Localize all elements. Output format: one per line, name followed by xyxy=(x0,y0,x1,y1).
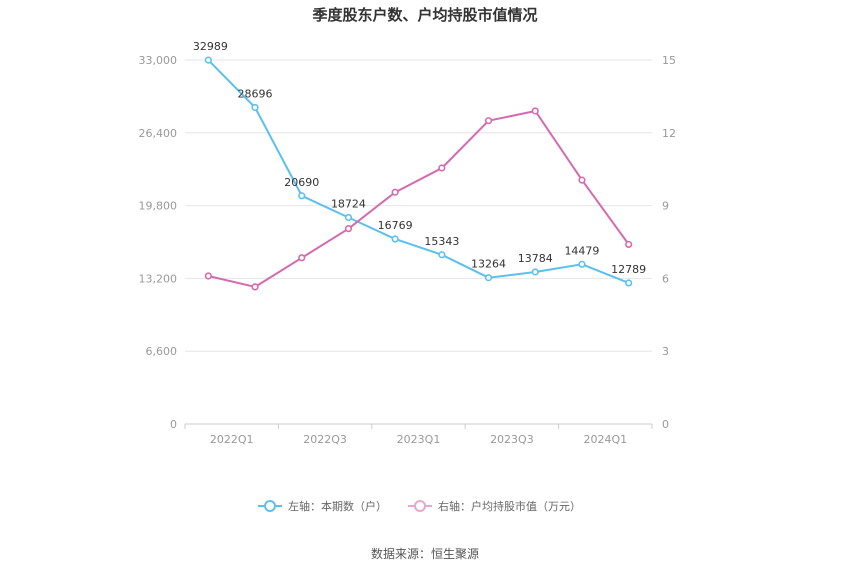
right-tick-label: 9 xyxy=(662,200,669,213)
data-point[interactable] xyxy=(344,225,353,233)
series-line xyxy=(207,59,630,284)
data-point[interactable] xyxy=(204,272,212,280)
data-point[interactable] xyxy=(391,188,399,196)
right-axis: 0 3 6 9 12 15 xyxy=(662,54,676,431)
legend-marker-market-value xyxy=(414,500,426,512)
data-label: 16769 xyxy=(378,219,413,232)
data-point[interactable] xyxy=(578,176,586,184)
left-tick-label: 6,600 xyxy=(146,345,178,358)
series-line xyxy=(208,109,630,288)
data-point[interactable] xyxy=(438,251,446,259)
left-tick-label: 19,800 xyxy=(139,200,178,213)
x-axis: 2022Q1 2022Q3 2023Q1 2023Q3 2024Q1 xyxy=(184,424,653,446)
data-source: 数据来源：恒生聚源 xyxy=(371,546,479,561)
legend-item-households[interactable]: 左轴：本期数（户） xyxy=(258,499,387,513)
data-label: 15343 xyxy=(424,235,459,248)
x-tick-label: 2023Q3 xyxy=(490,433,534,446)
data-point[interactable] xyxy=(204,56,212,64)
data-label: 32989 xyxy=(193,40,228,53)
data-point[interactable] xyxy=(438,164,446,172)
x-tick-label: 2022Q3 xyxy=(303,433,347,446)
series-market-value xyxy=(204,107,633,291)
left-axis: 0 6,600 13,200 19,800 26,400 33,000 xyxy=(139,54,178,431)
data-label: 12789 xyxy=(611,263,646,276)
data-point[interactable] xyxy=(251,283,259,291)
data-label: 28696 xyxy=(238,87,273,100)
data-label: 14479 xyxy=(564,244,599,257)
x-tick-label: 2024Q1 xyxy=(583,433,627,446)
legend-label-households: 左轴：本期数（户） xyxy=(288,499,387,513)
data-point[interactable] xyxy=(625,279,633,287)
left-tick-label: 13,200 xyxy=(139,272,178,285)
right-tick-label: 15 xyxy=(662,54,676,67)
data-label: 13784 xyxy=(518,252,553,265)
right-tick-label: 12 xyxy=(662,127,676,140)
chart-title: 季度股东户数、户均持股市值情况 xyxy=(312,6,537,24)
x-tick-label: 2022Q1 xyxy=(210,433,254,446)
series-households: 32989 28696 20690 18724 16769 15343 13264 13784… xyxy=(193,40,646,287)
left-tick-label: 33,000 xyxy=(139,54,178,67)
legend-item-market-value[interactable]: 右轴：户均持股市值（万元） xyxy=(408,499,581,513)
left-tick-label: 26,400 xyxy=(139,127,178,140)
data-point[interactable] xyxy=(298,192,306,200)
legend: 左轴：本期数（户） 右轴：户均持股市值（万元） xyxy=(258,499,581,513)
data-point[interactable] xyxy=(484,274,493,282)
data-point[interactable] xyxy=(298,254,306,262)
left-tick-label: 0 xyxy=(170,418,177,431)
right-tick-label: 0 xyxy=(662,418,669,431)
data-point[interactable] xyxy=(531,107,539,115)
data-point[interactable] xyxy=(251,103,259,112)
data-point[interactable] xyxy=(578,260,586,268)
grid-lines xyxy=(185,59,652,425)
data-point[interactable] xyxy=(625,240,633,249)
right-tick-label: 6 xyxy=(662,272,669,285)
data-point[interactable] xyxy=(484,117,493,125)
data-point[interactable] xyxy=(531,268,539,276)
data-point[interactable] xyxy=(391,235,399,243)
legend-marker-households xyxy=(264,500,276,512)
data-point[interactable] xyxy=(344,213,353,222)
right-tick-label: 3 xyxy=(662,345,669,358)
data-label: 20690 xyxy=(284,176,319,189)
series-layer: 32989 28696 20690 18724 16769 15343 13264 13784… xyxy=(193,40,646,291)
data-label: 13264 xyxy=(471,258,506,271)
x-tick-label: 2023Q1 xyxy=(397,433,441,446)
legend-label-market-value: 右轴：户均持股市值（万元） xyxy=(438,499,581,513)
data-label: 18724 xyxy=(331,197,366,210)
